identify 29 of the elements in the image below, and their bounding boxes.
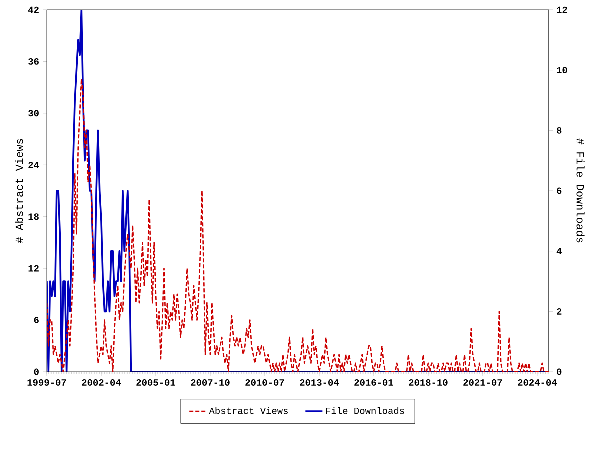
x-tick-label: 2010-07 xyxy=(246,380,284,386)
x-tick-label: 2016-01 xyxy=(354,380,394,386)
y2-tick-label: 4 xyxy=(556,248,562,254)
x-tick-label: 2007-10 xyxy=(191,380,230,386)
x-tick-label: 1999-07 xyxy=(28,380,66,386)
y2-tick-label: 12 xyxy=(557,6,568,14)
x-tick-label: 2024-04 xyxy=(518,380,558,386)
y-tick-label: 6 xyxy=(34,317,39,324)
legend-label: Abstract Views xyxy=(209,407,288,414)
y-tick-label: 0 xyxy=(34,368,39,376)
y-tick-label: 42 xyxy=(28,6,39,14)
y2-tick-label: 8 xyxy=(557,127,562,134)
y2-axis-title: # File Downloads xyxy=(576,138,585,243)
y-tick-label: 30 xyxy=(28,110,39,117)
y-tick-label: 24 xyxy=(28,162,40,168)
y2-tick-label: 2 xyxy=(557,308,562,315)
y-tick-label: 18 xyxy=(28,214,39,220)
x-tick-label: 2018-10 xyxy=(409,380,448,386)
x-tick-label: 2005-01 xyxy=(136,380,176,386)
y-tick-label: 36 xyxy=(28,58,39,65)
y-tick-label: 12 xyxy=(28,265,39,272)
legend-label: File Downloads xyxy=(326,407,404,414)
x-tick-label: 2021-07 xyxy=(464,380,502,386)
x-tick-label: 2002-04 xyxy=(82,380,122,386)
y-axis-title: # Abstract Views xyxy=(15,139,24,244)
y2-tick-label: 6 xyxy=(557,188,562,194)
y2-tick-label: 10 xyxy=(557,67,568,74)
y2-tick-label: 0 xyxy=(557,368,562,376)
x-tick-label: 2013-04 xyxy=(300,380,340,386)
